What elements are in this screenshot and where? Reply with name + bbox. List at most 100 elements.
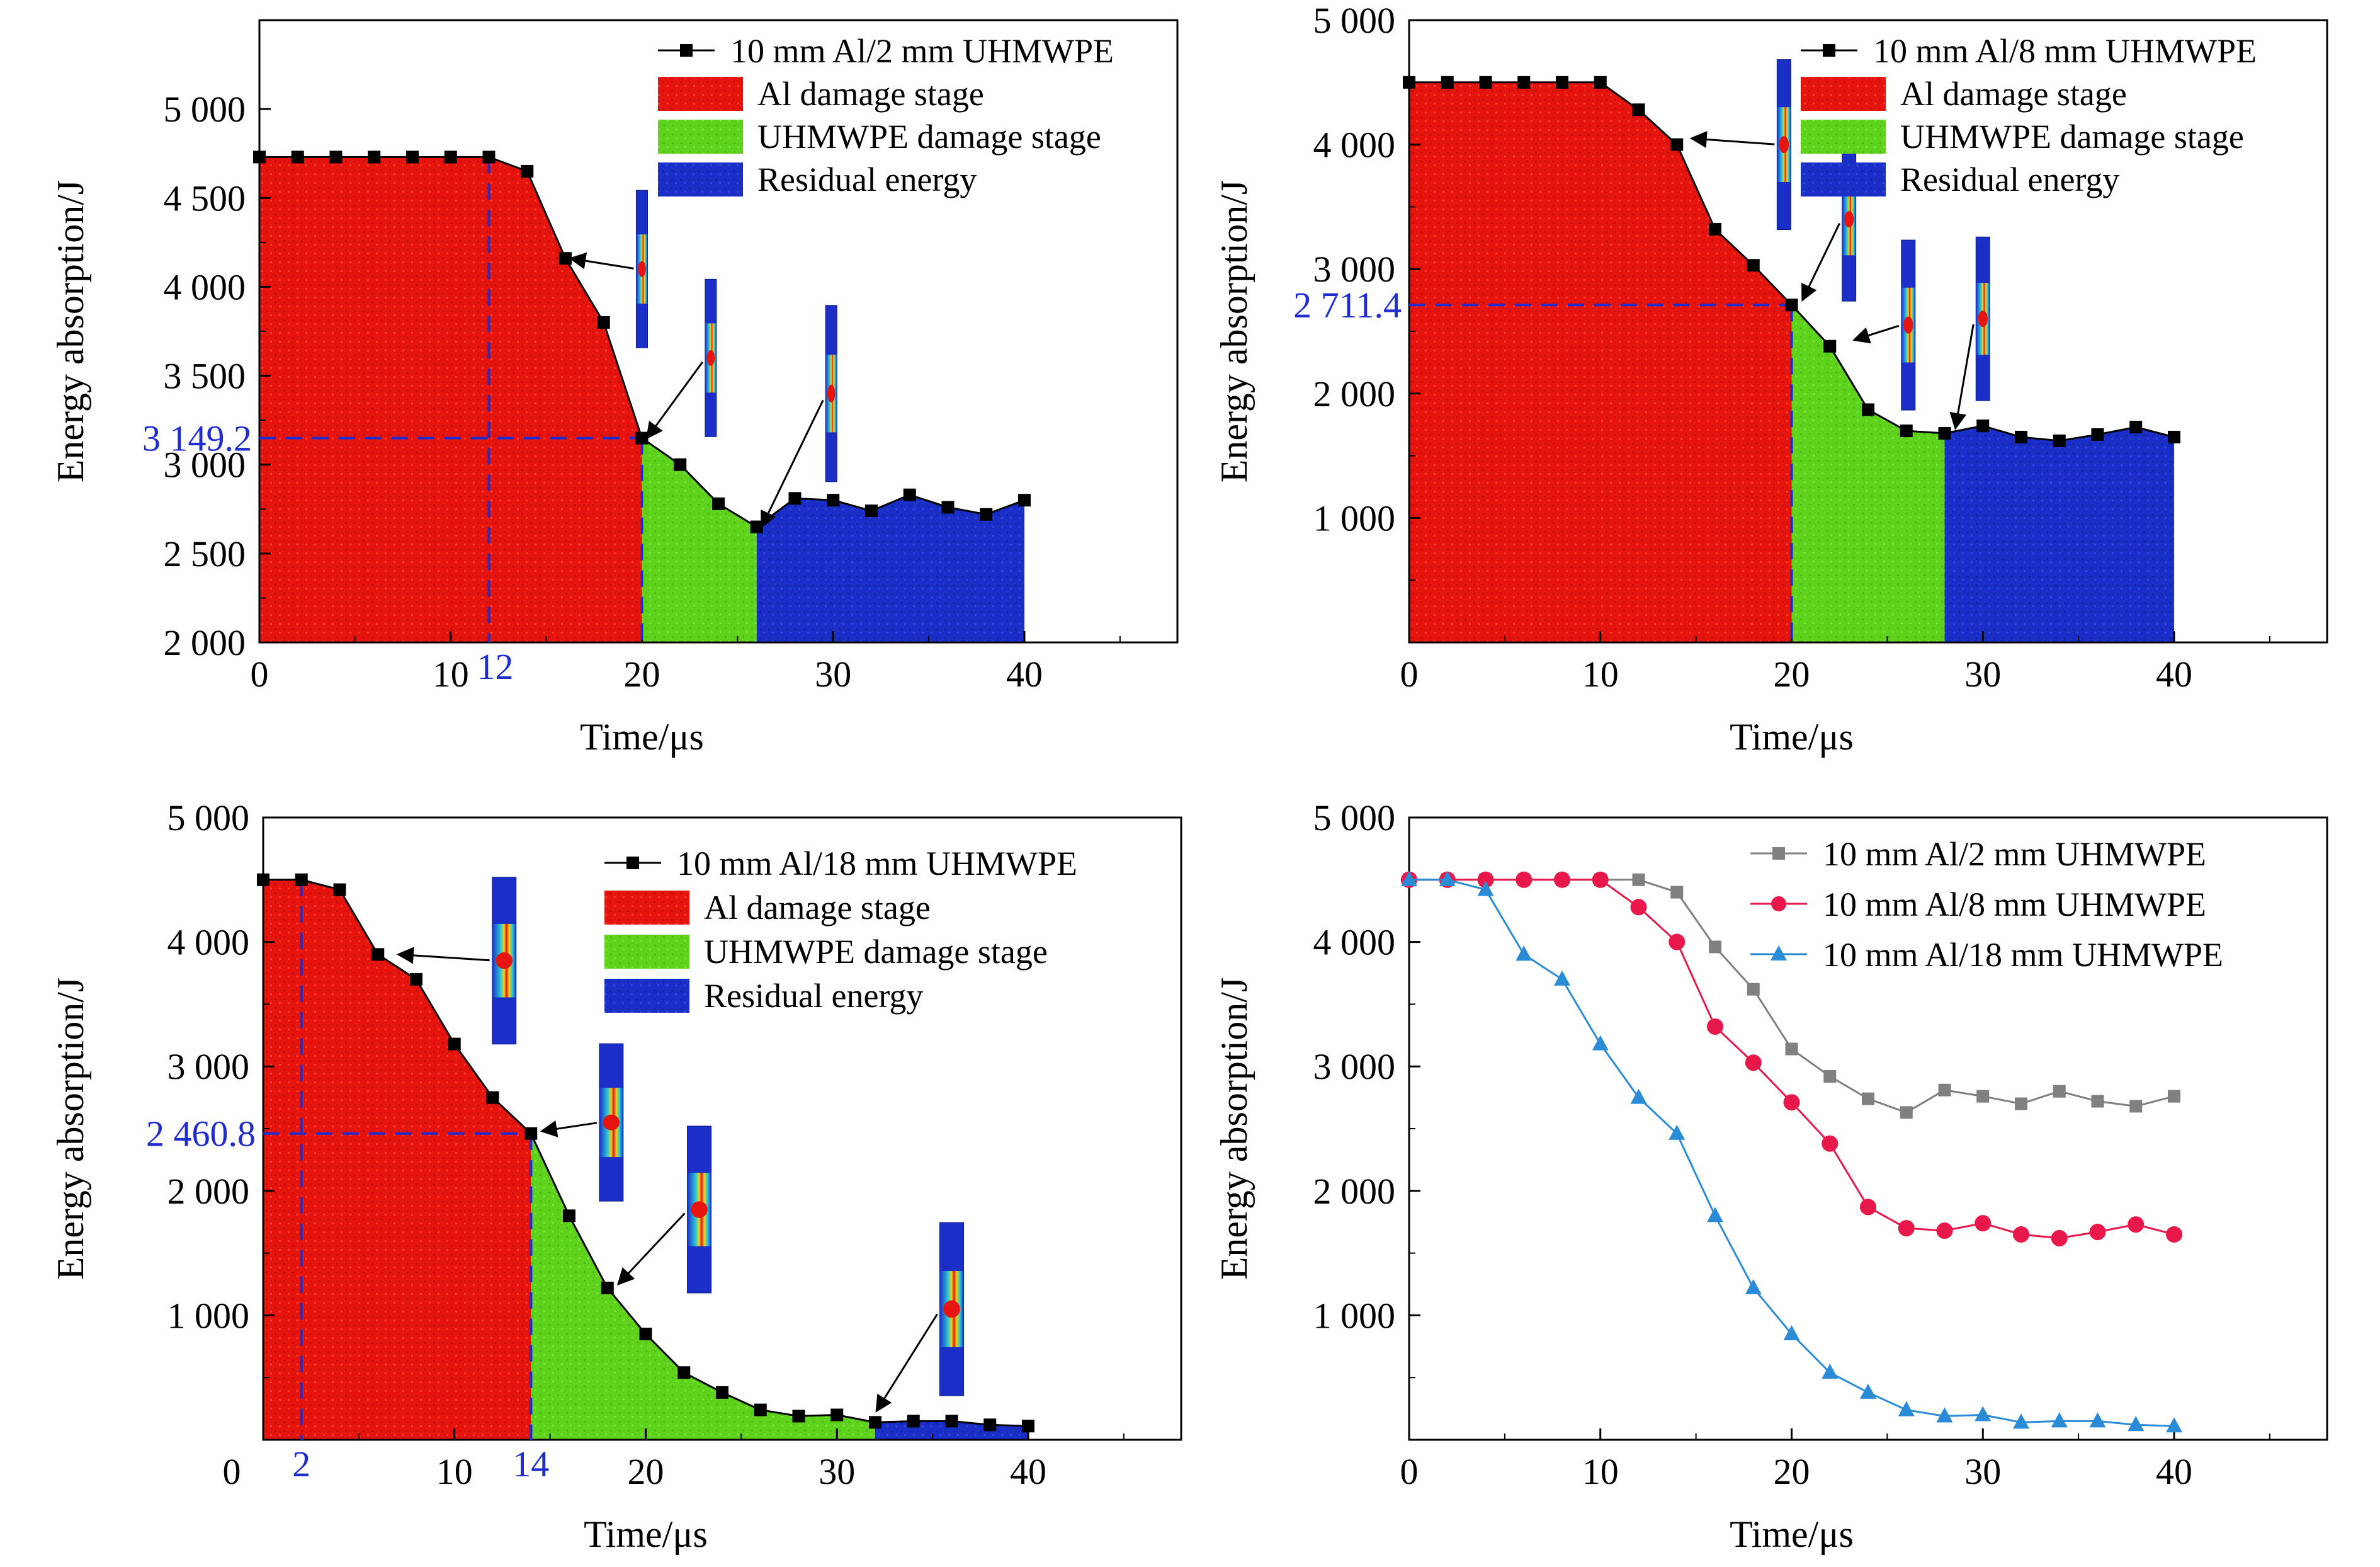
data-point — [2013, 1413, 2029, 1429]
pointer-arrow — [875, 1313, 938, 1413]
pointer-arrow — [761, 399, 824, 528]
y-tick-label: 5 000 — [1313, 0, 1396, 41]
pointer-arrow — [645, 361, 704, 440]
data-point — [1516, 871, 1533, 888]
legend-label: 10 mm Al/18 mm UHMWPE — [1823, 936, 2223, 974]
data-point — [1707, 1207, 1723, 1222]
data-point — [486, 1091, 499, 1104]
data-point — [1900, 1106, 1913, 1119]
data-point — [1709, 222, 1721, 236]
data-point — [2051, 1412, 2068, 1428]
x-tick-label: 30 — [815, 654, 851, 695]
y-axis-title: Energy absorption/J — [1213, 977, 1255, 1280]
legend-marker — [680, 44, 693, 57]
data-point — [2166, 1226, 2182, 1243]
y-tick-label: 3 000 — [167, 1046, 250, 1087]
data-point — [597, 316, 610, 329]
x-tick-label: 30 — [1964, 1451, 2001, 1492]
data-point — [2089, 1412, 2106, 1428]
chart-panel-b: 1 000 2 000 3 000 4 000 5 000 0 10 20 30 40 Time/μ… — [1213, 0, 2328, 758]
y-tick-label: 1 000 — [167, 1295, 250, 1336]
legend-swatch — [604, 979, 689, 1013]
data-point — [444, 151, 457, 164]
y-tick-label: 3 000 — [1313, 249, 1396, 290]
y-tick-label: 2 000 — [167, 1171, 250, 1212]
data-point — [1745, 1054, 1762, 1071]
data-point — [1592, 871, 1609, 888]
data-point — [1900, 425, 1913, 438]
x-tick-label: 40 — [1006, 654, 1043, 695]
simulation-thumbnail — [599, 1043, 624, 1202]
simulation-thumbnail — [1901, 239, 1916, 411]
legend-label: Al damage stage — [704, 889, 931, 926]
annotation-label: 2 711.4 — [1293, 285, 1402, 326]
annotation-label: 2 460.8 — [146, 1114, 256, 1154]
y-tick-label: 5 000 — [164, 89, 246, 130]
stage-area-3 — [756, 494, 1024, 642]
legend-label: 10 mm Al/8 mm UHMWPE — [1873, 32, 2257, 70]
data-point — [1477, 880, 1494, 896]
data-point — [2053, 1085, 2066, 1098]
x-tick-label: 0 — [1400, 654, 1419, 695]
simulation-thumbnail — [825, 305, 837, 482]
stage-area-3 — [1944, 426, 2174, 642]
data-point — [2089, 1224, 2106, 1241]
data-point — [1860, 1199, 1876, 1216]
legend-marker — [1823, 44, 1835, 57]
data-point — [830, 1408, 844, 1422]
x-tick-label: 0 — [251, 654, 269, 695]
stage-area-1 — [1409, 82, 1792, 643]
annotation-label: 12 — [477, 646, 514, 687]
legend-label: UHMWPE damage stage — [757, 118, 1101, 156]
data-point — [448, 1037, 461, 1051]
x-tick-label: 20 — [628, 1451, 664, 1492]
data-point — [1822, 1364, 1839, 1379]
y-axis-title: Energy absorption/J — [1213, 180, 1255, 483]
y-tick-label: 2 000 — [1313, 373, 1396, 414]
data-point — [980, 508, 993, 521]
data-point — [601, 1281, 614, 1294]
data-point — [2015, 1097, 2027, 1110]
data-point — [1975, 1406, 1992, 1422]
legend: 10 mm Al/8 mm UHMWPE Al damage stage UHMWP… — [1801, 32, 2257, 198]
data-point — [2015, 430, 2027, 443]
data-point — [1592, 1035, 1609, 1051]
data-point — [754, 1403, 767, 1416]
pointer-arrow — [569, 252, 634, 270]
legend-label: Residual energy — [757, 161, 977, 198]
x-tick-label: 10 — [436, 1451, 473, 1492]
data-point — [2091, 428, 2104, 442]
data-point — [1936, 1407, 1953, 1423]
y-tick-label: 3 000 — [164, 445, 246, 486]
data-point — [1860, 1383, 1876, 1399]
y-tick-label: 5 000 — [167, 797, 250, 838]
data-point — [2166, 1417, 2182, 1433]
data-point — [559, 252, 572, 265]
data-point — [983, 1418, 997, 1432]
legend-swatch — [604, 891, 689, 925]
data-point — [865, 504, 878, 518]
data-point — [639, 1328, 652, 1341]
series-line-2 — [1409, 879, 2175, 1239]
legend-swatch — [1801, 162, 1886, 197]
x-axis-title: Time/μs — [584, 1513, 708, 1555]
data-point — [750, 520, 763, 533]
data-point — [827, 494, 840, 507]
y-tick-label: 4 000 — [1313, 922, 1396, 963]
pointer-arrow — [617, 1212, 686, 1285]
y-tick-label: 3 000 — [1313, 1046, 1396, 1087]
legend-swatch — [1801, 120, 1886, 154]
y-tick-label: 1 000 — [1313, 498, 1396, 538]
legend-label: 10 mm Al/2 mm UHMWPE — [730, 32, 1114, 70]
data-point — [1401, 870, 1417, 886]
chart-panel-a: 2 000 2 500 3 000 3 500 4 000 4 500 5 000 0 10 20… — [50, 19, 1179, 758]
stage-area-1 — [263, 879, 531, 1440]
legend-label: 10 mm Al/8 mm UHMWPE — [1823, 886, 2206, 923]
data-point — [1783, 1094, 1800, 1111]
x-tick-label: 10 — [1582, 654, 1619, 695]
legend-label: UHMWPE damage stage — [1900, 118, 2244, 156]
data-point — [677, 1366, 691, 1379]
data-point — [521, 164, 534, 178]
legend-marker — [1771, 945, 1787, 960]
data-point — [2129, 421, 2143, 434]
